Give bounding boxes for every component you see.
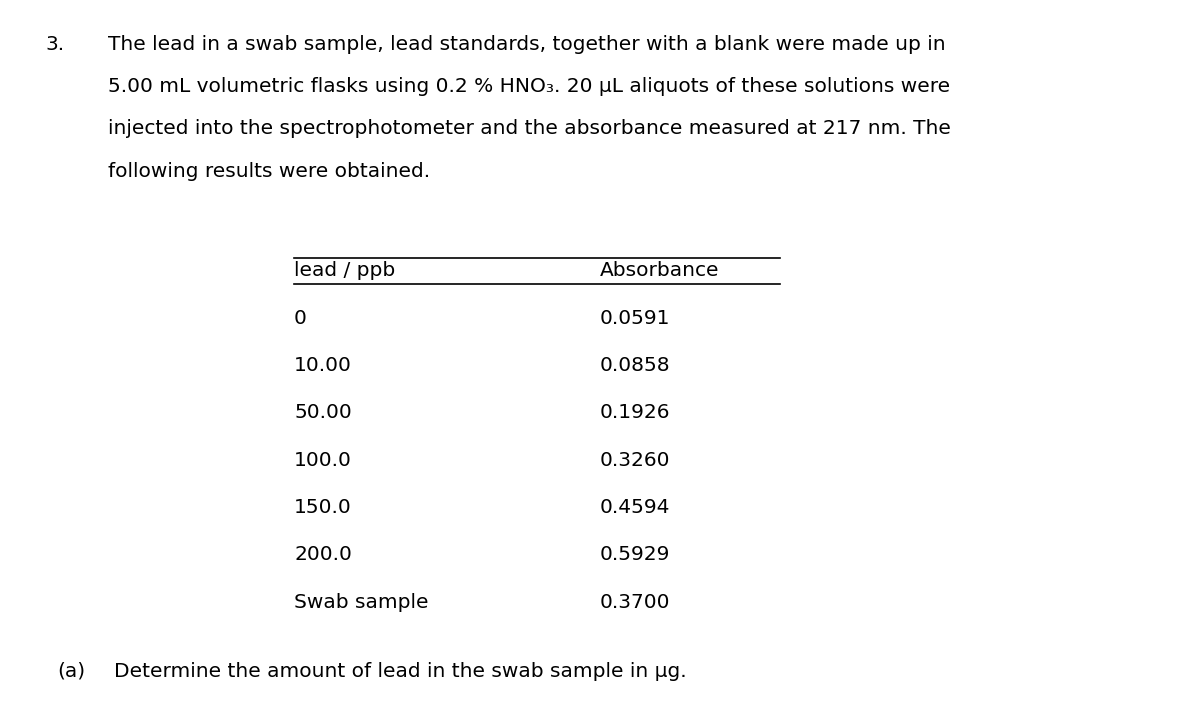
- Text: 0: 0: [294, 309, 307, 328]
- Text: injected into the spectrophotometer and the absorbance measured at 217 nm. The: injected into the spectrophotometer and …: [108, 119, 950, 138]
- Text: 150.0: 150.0: [294, 498, 352, 517]
- Text: 3.: 3.: [46, 35, 65, 54]
- Text: Swab sample: Swab sample: [294, 593, 428, 612]
- Text: 5.00 mL volumetric flasks using 0.2 % HNO₃. 20 μL aliquots of these solutions we: 5.00 mL volumetric flasks using 0.2 % HN…: [108, 77, 950, 96]
- Text: following results were obtained.: following results were obtained.: [108, 162, 430, 181]
- Text: The lead in a swab sample, lead standards, together with a blank were made up in: The lead in a swab sample, lead standard…: [108, 35, 946, 54]
- Text: 200.0: 200.0: [294, 545, 352, 564]
- Text: 0.0591: 0.0591: [600, 309, 671, 328]
- Text: 50.00: 50.00: [294, 403, 352, 422]
- Text: lead / ppb: lead / ppb: [294, 261, 395, 280]
- Text: 0.3260: 0.3260: [600, 451, 671, 470]
- Text: 0.1926: 0.1926: [600, 403, 671, 422]
- Text: 0.5929: 0.5929: [600, 545, 671, 564]
- Text: 10.00: 10.00: [294, 356, 352, 375]
- Text: 0.4594: 0.4594: [600, 498, 671, 517]
- Text: 100.0: 100.0: [294, 451, 352, 470]
- Text: 0.0858: 0.0858: [600, 356, 671, 375]
- Text: (a): (a): [58, 662, 85, 681]
- Text: Absorbance: Absorbance: [600, 261, 720, 280]
- Text: Determine the amount of lead in the swab sample in μg.: Determine the amount of lead in the swab…: [114, 662, 686, 681]
- Text: 0.3700: 0.3700: [600, 593, 671, 612]
